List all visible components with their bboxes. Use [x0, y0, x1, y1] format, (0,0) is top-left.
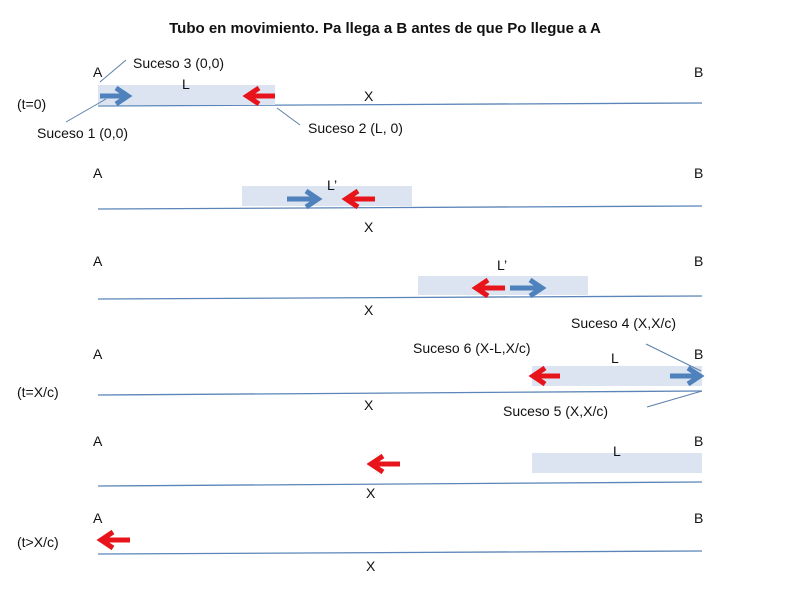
label-l: L — [613, 443, 621, 459]
blue-arrow-right — [287, 188, 323, 210]
row-t-xc: A B L X (t=X/c) Suceso 4 (X,X/c) Suceso … — [17, 315, 705, 419]
label-b: B — [694, 346, 703, 362]
label-l-prime: L’ — [497, 257, 507, 273]
label-x: X — [364, 397, 374, 413]
tube — [532, 453, 702, 473]
label-a: A — [93, 253, 103, 269]
label-b: B — [694, 510, 703, 526]
tube — [532, 366, 702, 386]
red-arrow-left — [341, 188, 375, 210]
pointer-event-1 — [65, 98, 107, 123]
red-arrow-left — [366, 453, 400, 475]
pointer-event-3 — [99, 59, 127, 83]
event-4: Suceso 4 (X,X/c) — [571, 315, 676, 331]
label-a: A — [93, 510, 103, 526]
label-l: L — [182, 76, 190, 92]
label-b: B — [694, 64, 703, 80]
row-3: A B L’ X — [93, 253, 703, 318]
axis-line — [97, 481, 703, 487]
time-t-xc: (t=X/c) — [17, 384, 59, 400]
label-x: X — [364, 88, 374, 104]
axis-line — [97, 390, 703, 396]
axis-line — [97, 102, 703, 107]
axis-line — [97, 295, 703, 300]
pointer-event-2 — [276, 107, 301, 126]
pointer-event-5 — [646, 390, 703, 408]
row-t0: A B L X Suceso 3 (0,0) (t=0) Suceso 1 (0… — [17, 55, 703, 141]
event-6: Suceso 6 (X-L,X/c) — [413, 340, 531, 356]
time-t0: (t=0) — [17, 96, 46, 112]
row-5: A B L X — [93, 433, 703, 501]
event-5: Suceso 5 (X,X/c) — [503, 403, 608, 419]
diagram-title: Tubo en movimiento. Pa llega a B antes d… — [169, 20, 601, 37]
label-l: L — [611, 350, 619, 366]
label-x: X — [364, 219, 374, 235]
axis-line — [97, 550, 703, 555]
blue-arrow-right — [510, 277, 547, 299]
label-b: B — [694, 253, 703, 269]
label-b: B — [694, 165, 703, 181]
event-3: Suceso 3 (0,0) — [133, 55, 224, 71]
red-arrow-left — [242, 85, 275, 107]
pointer-event-4 — [645, 343, 702, 372]
label-a: A — [93, 433, 103, 449]
row-t-after: A B (t>X/c) X — [17, 510, 703, 574]
label-x: X — [366, 558, 376, 574]
label-a: A — [93, 346, 103, 362]
label-b: B — [694, 433, 703, 449]
time-t-after: (t>X/c) — [17, 534, 59, 550]
red-arrow-left — [96, 529, 130, 551]
row-2: A B L’ X — [93, 165, 703, 235]
event-2: Suceso 2 (L, 0) — [308, 120, 403, 136]
red-arrow-left — [471, 277, 505, 299]
label-x: X — [364, 302, 374, 318]
axis-line — [97, 205, 703, 210]
event-1: Suceso 1 (0,0) — [37, 125, 128, 141]
label-x: X — [366, 485, 376, 501]
blue-arrow-right — [670, 365, 705, 387]
label-l-prime: L’ — [327, 177, 337, 193]
blue-arrow-right — [100, 85, 133, 107]
label-a: A — [93, 165, 103, 181]
red-arrow-left — [528, 365, 560, 387]
label-a: A — [93, 64, 103, 80]
tube — [98, 85, 275, 105]
